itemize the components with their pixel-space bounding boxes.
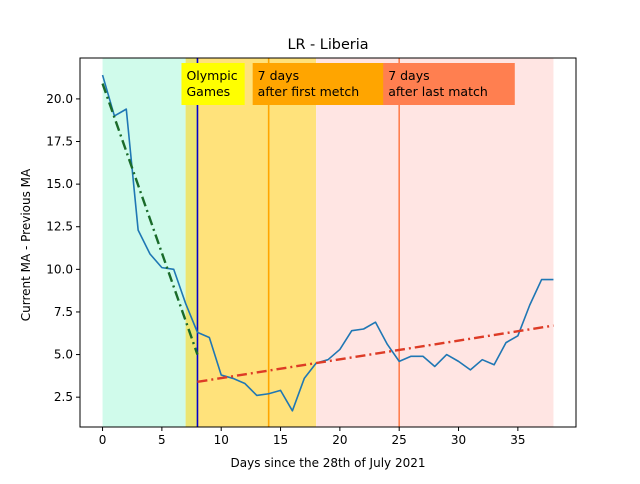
x-tick-label: 15 (273, 433, 288, 447)
annotation-text-0-1: Games (186, 84, 230, 99)
trend-line-1 (101, 83, 199, 355)
y-tick-label: 7.5 (54, 305, 73, 319)
annotation-box-2 (383, 63, 515, 105)
series-line (101, 74, 554, 412)
y-tick-label: 2.5 (54, 390, 73, 404)
annotation-text-1-0: 7 days (258, 68, 299, 83)
x-tick-label: 25 (392, 433, 407, 447)
y-tick-label: 15.0 (46, 177, 73, 191)
x-tick-label: 35 (510, 433, 525, 447)
y-tick-label: 12.5 (46, 220, 73, 234)
chart-title: LR - Liberia (287, 37, 368, 53)
annotation-text-2-0: 7 days (388, 68, 429, 83)
y-tick-label: 17.5 (46, 135, 73, 149)
x-axis-label: Days since the 28th of July 2021 (231, 456, 426, 470)
y-tick-label: 20.0 (46, 92, 73, 106)
annotation-box-1 (252, 63, 392, 105)
trend-line-2 (197, 324, 554, 384)
y-tick-label: 10.0 (46, 262, 73, 276)
region-3 (316, 58, 554, 427)
shaded-regions (102, 58, 554, 427)
annotation-text-2-1: after last match (388, 84, 488, 99)
x-tick-label: 20 (332, 433, 347, 447)
y-axis-label: Current MA - Previous MA (19, 168, 33, 321)
annotation-text-0-0: Olympic (186, 68, 237, 83)
annotation-box-0 (181, 63, 245, 105)
plot-frame (79, 57, 577, 428)
y-tick-label: 5.0 (54, 348, 73, 362)
series-lines (101, 74, 554, 412)
event-lines (196, 58, 400, 427)
x-tick-label: 0 (99, 433, 107, 447)
annotation-text-1-1: after first metch (258, 84, 360, 99)
x-tick-label: 30 (451, 433, 466, 447)
x-tick-label: 5 (158, 433, 166, 447)
x-axis: 0 5 10 15 20 25 30 35 (99, 427, 525, 447)
x-tick-label: 10 (214, 433, 229, 447)
y-axis: 2.5 5.0 7.5 10.0 12.5 15.0 17.5 20.0 (46, 92, 80, 404)
region-1 (185, 58, 198, 427)
